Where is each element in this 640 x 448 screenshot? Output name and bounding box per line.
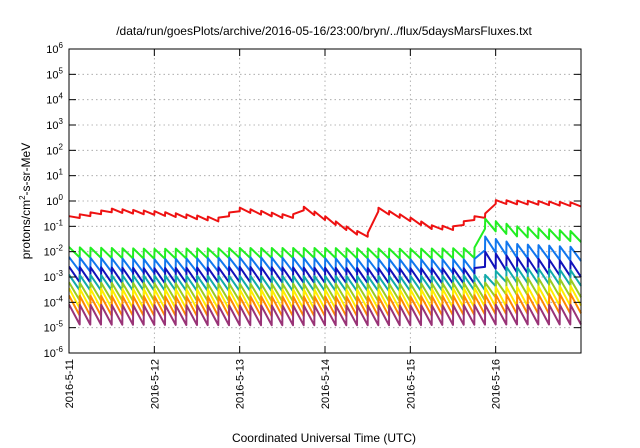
y-axis-label-rest: -s-sr-MeV <box>19 143 33 196</box>
series-line-9 <box>68 303 582 327</box>
tick-layer <box>68 48 581 354</box>
y-axis-label-superscript: 2 <box>18 195 27 200</box>
x-tick-label: 2016-5-16 <box>491 359 503 409</box>
series-line-1 <box>68 199 582 238</box>
y-tick-label: 104 <box>46 92 63 107</box>
y-tick-label: 101 <box>46 168 63 183</box>
x-tick-label: 2016-5-14 <box>320 359 332 409</box>
series-layer <box>68 199 582 327</box>
x-tick-label: 2016-5-11 <box>64 359 76 408</box>
y-tick-label: 10-2 <box>44 244 64 259</box>
y-tick-label: 103 <box>46 117 63 132</box>
y-tick-label: 10-6 <box>44 345 64 360</box>
y-tick-label: 105 <box>46 66 63 81</box>
y-tick-label: 102 <box>46 142 63 157</box>
y-tick-label: 10-4 <box>44 294 64 309</box>
x-tick-label: 2016-5-13 <box>235 359 247 409</box>
y-axis-label: protons/cm2-s-sr-MeV <box>18 143 33 259</box>
y-axis-label-base: protons/cm <box>19 200 33 259</box>
y-tick-label: 10-1 <box>44 218 64 233</box>
y-tick-label: 10-5 <box>44 320 64 335</box>
x-tick-label: 2016-5-12 <box>149 359 161 409</box>
x-tick-label: 2016-5-15 <box>405 359 417 409</box>
chart-title: /data/run/goesPlots/archive/2016-05-16/2… <box>116 24 532 38</box>
y-tick-label: 106 <box>46 41 63 56</box>
x-axis-label: Coordinated Universal Time (UTC) <box>232 431 416 445</box>
y-tick-label: 10-3 <box>44 269 64 284</box>
y-tick-label: 100 <box>46 193 63 208</box>
y-tick-labels: 10-6 10-5 10-4 10-3 10-2 10-1 100 101 102 103 104 1… <box>44 41 64 360</box>
x-tick-labels: 2016-5-11 2016-5-12 2016-5-13 2016-5-14 2016… <box>64 359 503 409</box>
